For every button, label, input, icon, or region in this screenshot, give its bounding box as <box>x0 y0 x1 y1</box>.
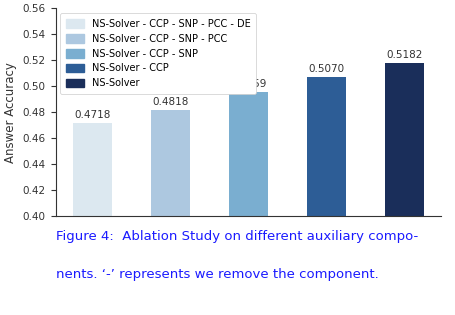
Bar <box>229 92 268 315</box>
Text: Figure 4:  Ablation Study on different auxiliary compo-: Figure 4: Ablation Study on different au… <box>56 231 418 243</box>
Text: nents. ‘-’ represents we remove the component.: nents. ‘-’ represents we remove the comp… <box>56 268 378 281</box>
Legend: NS-Solver - CCP - SNP - PCC - DE, NS-Solver - CCP - SNP - PCC, NS-Solver - CCP -: NS-Solver - CCP - SNP - PCC - DE, NS-Sol… <box>61 13 256 94</box>
Bar <box>307 77 346 315</box>
Text: 0.4959: 0.4959 <box>230 79 267 89</box>
Bar <box>73 123 112 315</box>
Bar <box>385 63 424 315</box>
Text: 0.4718: 0.4718 <box>74 110 111 120</box>
Bar <box>151 110 190 315</box>
Text: 0.5070: 0.5070 <box>308 65 344 74</box>
Text: 0.5182: 0.5182 <box>386 50 422 60</box>
Y-axis label: Answer Accuracy: Answer Accuracy <box>4 62 17 163</box>
Text: 0.4818: 0.4818 <box>152 97 189 107</box>
